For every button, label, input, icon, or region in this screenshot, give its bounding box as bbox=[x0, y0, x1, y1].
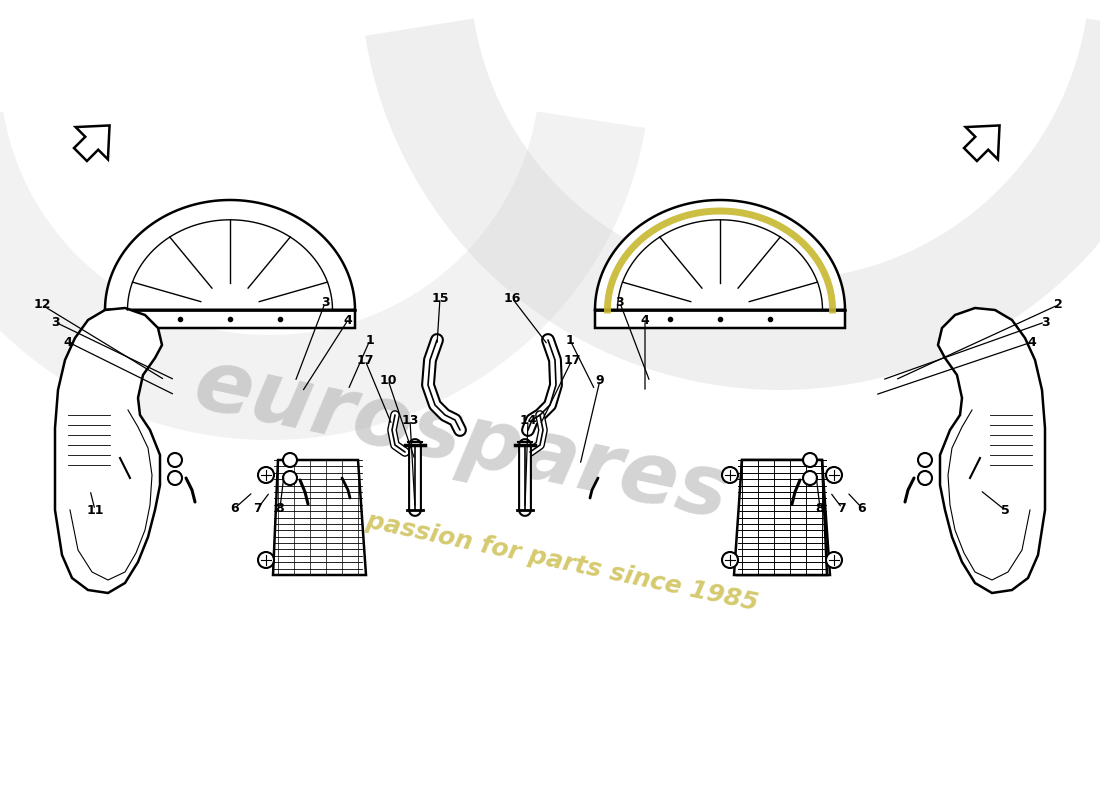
Circle shape bbox=[722, 552, 738, 568]
Circle shape bbox=[283, 453, 297, 467]
Text: 7: 7 bbox=[837, 502, 846, 514]
Circle shape bbox=[168, 453, 182, 467]
Polygon shape bbox=[595, 200, 845, 328]
Polygon shape bbox=[55, 308, 162, 593]
Text: 3: 3 bbox=[51, 315, 59, 329]
Circle shape bbox=[803, 453, 817, 467]
Circle shape bbox=[918, 471, 932, 485]
Text: 4: 4 bbox=[640, 314, 649, 326]
Polygon shape bbox=[734, 460, 827, 575]
Text: 4: 4 bbox=[1027, 335, 1036, 349]
Text: 3: 3 bbox=[1041, 315, 1049, 329]
Text: 12: 12 bbox=[33, 298, 51, 311]
Text: 6: 6 bbox=[858, 502, 867, 514]
Polygon shape bbox=[104, 200, 355, 328]
Text: 16: 16 bbox=[504, 291, 520, 305]
Text: 17: 17 bbox=[563, 354, 581, 366]
Circle shape bbox=[283, 471, 297, 485]
Polygon shape bbox=[0, 111, 646, 440]
Text: 2: 2 bbox=[1054, 298, 1063, 311]
Text: 6: 6 bbox=[231, 502, 240, 514]
Text: 14: 14 bbox=[519, 414, 537, 426]
Circle shape bbox=[168, 471, 182, 485]
Text: 11: 11 bbox=[86, 503, 103, 517]
Polygon shape bbox=[273, 460, 366, 575]
Polygon shape bbox=[938, 308, 1045, 593]
Text: 8: 8 bbox=[816, 502, 824, 514]
Text: 13: 13 bbox=[402, 414, 419, 426]
Text: 5: 5 bbox=[1001, 503, 1010, 517]
Polygon shape bbox=[964, 126, 1000, 161]
Text: 15: 15 bbox=[431, 291, 449, 305]
Polygon shape bbox=[737, 460, 830, 575]
Circle shape bbox=[722, 467, 738, 483]
Text: 7: 7 bbox=[254, 502, 263, 514]
Circle shape bbox=[826, 552, 842, 568]
Circle shape bbox=[258, 467, 274, 483]
Text: 4: 4 bbox=[64, 335, 73, 349]
Text: 3: 3 bbox=[321, 297, 329, 310]
Polygon shape bbox=[74, 126, 110, 161]
Circle shape bbox=[826, 467, 842, 483]
Text: 9: 9 bbox=[596, 374, 604, 386]
Text: 17: 17 bbox=[356, 354, 374, 366]
Text: 1: 1 bbox=[365, 334, 374, 346]
Text: 8: 8 bbox=[276, 502, 284, 514]
Circle shape bbox=[258, 552, 274, 568]
Circle shape bbox=[803, 471, 817, 485]
Circle shape bbox=[918, 453, 932, 467]
Text: 4: 4 bbox=[343, 314, 352, 326]
Text: 1: 1 bbox=[565, 334, 574, 346]
Text: a passion for parts since 1985: a passion for parts since 1985 bbox=[339, 504, 761, 616]
Polygon shape bbox=[365, 18, 1100, 390]
Text: eurospares: eurospares bbox=[187, 343, 737, 537]
Text: 10: 10 bbox=[379, 374, 397, 386]
Text: 3: 3 bbox=[616, 297, 625, 310]
